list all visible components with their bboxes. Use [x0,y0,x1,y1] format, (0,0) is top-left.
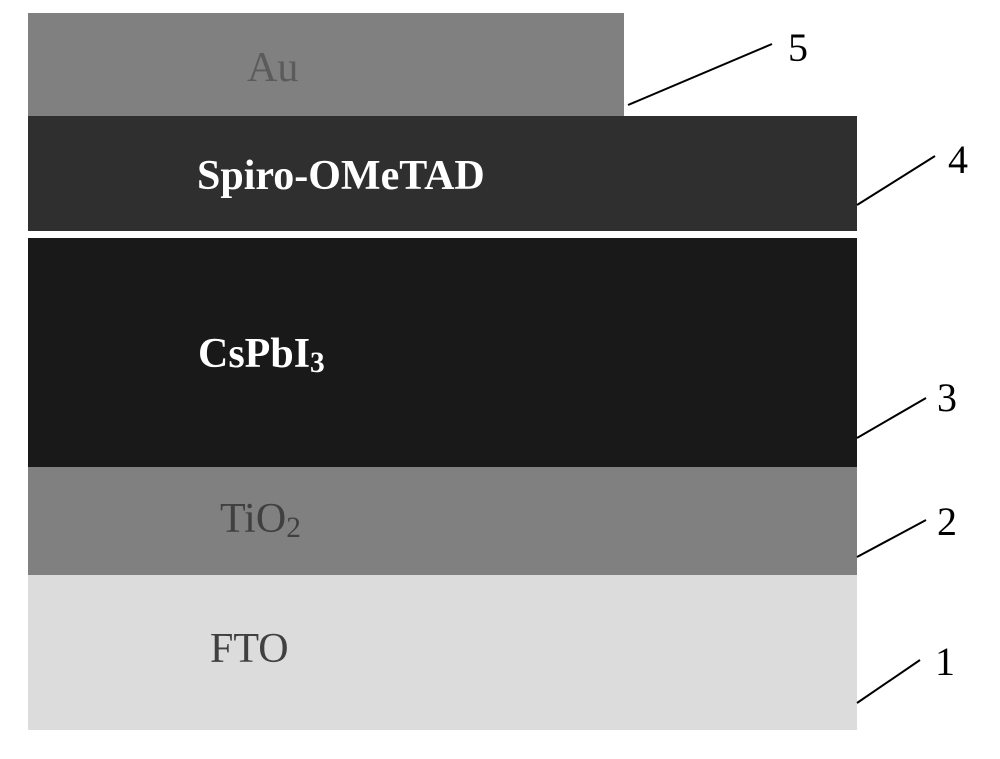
callout-label-5: 5 [788,28,808,68]
callout-label-4-text: 4 [948,137,968,182]
layer-fto [28,575,857,730]
callout-label-3: 3 [937,378,957,418]
layer-spiro-label: Spiro-OMeTAD [197,155,485,197]
callout-line-5 [628,44,772,105]
callout-line-1 [857,660,920,703]
layer-fto-text: FTO [210,626,289,672]
layer-cspbi3-text-main: CsPbI [198,331,310,377]
layer-cspbi3-text-sub: 3 [310,347,325,379]
layer-spiro-text: Spiro-OMeTAD [197,153,485,199]
layer-cspbi3 [28,238,857,467]
callout-label-4: 4 [948,140,968,180]
layer-au-text: Au [247,45,298,91]
callout-label-2: 2 [937,502,957,542]
layer-tio2-label: TiO2 [220,498,301,540]
diagram-stage: Au Spiro-OMeTAD CsPbI3 TiO2 FTO 5 4 3 2 … [0,0,1000,759]
callout-line-2 [857,520,926,557]
layer-cspbi3-label: CsPbI3 [198,333,325,375]
layer-fto-label: FTO [210,628,289,670]
callout-label-5-text: 5 [788,25,808,70]
layer-tio2 [28,467,857,575]
callout-label-1: 1 [935,642,955,682]
callout-label-3-text: 3 [937,375,957,420]
layer-au-label: Au [247,47,298,89]
layer-tio2-text-main: TiO [220,496,286,542]
callout-line-3 [857,398,926,438]
callout-label-2-text: 2 [937,499,957,544]
layer-au [28,13,624,116]
callout-label-1-text: 1 [935,639,955,684]
layer-tio2-text-sub: 2 [286,512,301,544]
callout-line-4 [857,156,935,205]
